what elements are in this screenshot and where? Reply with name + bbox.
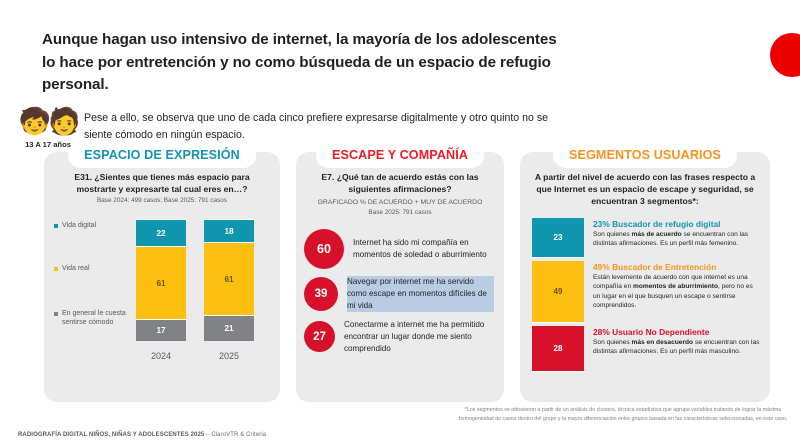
footer-bar: RADIOGRAFÍA DIGITAL NIÑOS, NIÑAS Y ADOLE… bbox=[0, 423, 800, 445]
segment-heading: 23% Buscador de refugio digital bbox=[593, 218, 721, 229]
panel2-title: ESCAPE Y COMPAÑÍA bbox=[331, 148, 469, 162]
statement-text: Conectarme a internet me ha permitido en… bbox=[344, 319, 485, 353]
panel2-title-pill: ESCAPE Y COMPAÑÍA bbox=[315, 143, 485, 168]
panel2-graficado: GRAFICADO % DE ACUERDO + MUY DE ACUERDO bbox=[317, 198, 483, 206]
legend-label: Vida real bbox=[62, 265, 90, 273]
teens-avatar-icon: 🧒🧑 bbox=[18, 106, 81, 136]
list-item: 39 Navegar por internet me ha servido co… bbox=[304, 275, 494, 312]
legend-swatch-icon bbox=[54, 224, 58, 229]
segment-body-post: , pero no es un lugar en el que busquen … bbox=[593, 283, 753, 310]
segment-value-block: 49 bbox=[532, 260, 584, 323]
legend-item-incomodo: En general le cuesta sentirse cómodo bbox=[54, 309, 132, 327]
bar-plot-area: 22 61 17 18 61 21 2024 2025 bbox=[132, 215, 274, 363]
panel3-intro: A partir del nivel de acuerdo con las fr… bbox=[534, 172, 756, 206]
statement-text-highlighted: Navegar por internet me ha servido como … bbox=[347, 275, 494, 312]
list-item: 49 49% Buscador de Entretención Están le… bbox=[532, 260, 760, 323]
legend-swatch-icon bbox=[54, 312, 58, 317]
legend-swatch-icon bbox=[54, 267, 58, 272]
segment-body-post: se encuentran con las distintas afirmaci… bbox=[593, 231, 749, 248]
statement-text: Internet ha sido mi compañía en momentos… bbox=[353, 237, 487, 259]
segment-heading: 49% Buscador de Entretención bbox=[593, 261, 717, 272]
footer-credit: – ClaroVTR & Criteria bbox=[204, 432, 267, 438]
decorative-red-circle bbox=[770, 33, 800, 77]
segment-body-bold: más en desacuerdo bbox=[631, 339, 694, 347]
panel1-base: Base 2024: 499 casos; Base 2025: 791 cas… bbox=[96, 196, 228, 204]
legend-label: Vida digital bbox=[62, 222, 97, 230]
statement-value-badge: 39 bbox=[304, 276, 338, 311]
panel3-title-pill: SEGMENTOS USUARIOS bbox=[552, 143, 738, 168]
subheadline-block: 🧒🧑 13 A 17 años Pese a ello, se observa … bbox=[12, 107, 562, 152]
panel1-question: E31. ¿Sientes que tienes más espacio par… bbox=[74, 172, 250, 194]
footer-text: RADIOGRAFÍA DIGITAL NIÑOS, NIÑAS Y ADOLE… bbox=[18, 432, 266, 438]
panel-segmentos-usuarios: SEGMENTOS USUARIOS A partir del nivel de… bbox=[520, 143, 770, 402]
segment-body-pre: Son quienes bbox=[593, 231, 632, 239]
bar-segment-real-2025: 61 bbox=[204, 242, 254, 316]
segment-body: Son quienes más de acuerdo se encuentran… bbox=[593, 230, 760, 249]
avatar: 🧒🧑 13 A 17 años bbox=[12, 107, 84, 152]
bar-segment-incomodo-2025: 21 bbox=[204, 315, 254, 342]
panel-escape-compania: ESCAPE Y COMPAÑÍA E7. ¿Qué tan de acuerd… bbox=[296, 143, 504, 402]
bar-segment-incomodo-2024: 17 bbox=[136, 319, 186, 342]
segment-copy: 28% Usuario No Dependiente Son quienes m… bbox=[593, 326, 760, 372]
panel-espacio-expresion: ESPACIO DE EXPRESIÓN E31. ¿Sientes que t… bbox=[44, 143, 280, 402]
legend-item-vida-real: Vida real bbox=[54, 264, 90, 273]
statement-value-badge: 60 bbox=[304, 228, 344, 269]
statement-list: 60 Internet ha sido mi compañía en momen… bbox=[296, 228, 504, 355]
segment-value-block: 23 bbox=[532, 217, 584, 258]
segment-copy: 23% Buscador de refugio digital Son quie… bbox=[593, 218, 760, 258]
bar-column-2025: 18 61 21 bbox=[204, 219, 254, 342]
segment-body-pre: Están levemente de acuerdo con que inter… bbox=[593, 274, 748, 291]
segment-heading: 28% Usuario No Dependiente bbox=[593, 326, 710, 337]
statement-value-badge: 27 bbox=[304, 321, 335, 353]
list-item: 60 Internet ha sido mi compañía en momen… bbox=[304, 228, 494, 269]
age-range-label: 13 A 17 años bbox=[25, 140, 71, 149]
bar-segment-digital-2025: 18 bbox=[204, 219, 254, 243]
panel1-title: ESPACIO DE EXPRESIÓN bbox=[84, 148, 240, 162]
list-item: 23 23% Buscador de refugio digital Son q… bbox=[532, 217, 760, 258]
panels-row: ESPACIO DE EXPRESIÓN E31. ¿Sientes que t… bbox=[44, 143, 770, 402]
segment-value-block: 28 bbox=[532, 325, 584, 372]
legend-item-vida-digital: Vida digital bbox=[54, 221, 96, 230]
segment-body-post: se encuentran con las distintas afirmaci… bbox=[593, 339, 760, 356]
segment-body: Están levemente de acuerdo con que inter… bbox=[593, 273, 760, 310]
footer-title: RADIOGRAFÍA DIGITAL NIÑOS, NIÑAS Y ADOLE… bbox=[18, 432, 205, 438]
segment-list: 23 23% Buscador de refugio digital Son q… bbox=[520, 217, 770, 372]
segment-body-bold: momentos de aburrimiento bbox=[632, 283, 718, 291]
legend-label: En general le cuesta sentirse cómodo bbox=[62, 310, 126, 327]
bar-column-2024: 22 61 17 bbox=[136, 219, 186, 342]
segment-copy: 49% Buscador de Entretención Están levem… bbox=[593, 261, 760, 323]
panel1-title-pill: ESPACIO DE EXPRESIÓN bbox=[68, 143, 256, 168]
segment-body-pre: Son quienes bbox=[593, 339, 632, 347]
list-item: 27 Conectarme a internet me ha permitido… bbox=[304, 319, 494, 355]
bar-segment-real-2024: 61 bbox=[136, 246, 186, 320]
bar-segment-digital-2024: 22 bbox=[136, 219, 186, 247]
segment-body: Son quienes más en desacuerdo se encuent… bbox=[593, 338, 760, 357]
stacked-bar-chart: Vida digital Vida real En general le cue… bbox=[44, 213, 280, 363]
x-axis-label-2024: 2024 bbox=[150, 351, 172, 362]
list-item: 28 28% Usuario No Dependiente Son quiene… bbox=[532, 325, 760, 372]
panel2-base: Base 2025: 791 casos bbox=[368, 208, 432, 216]
segment-body-bold: más de acuerdo bbox=[631, 231, 682, 239]
page-title: Aunque hagan uso intensivo de internet, … bbox=[42, 31, 557, 93]
x-axis-label-2025: 2025 bbox=[218, 351, 240, 362]
panel3-title: SEGMENTOS USUARIOS bbox=[568, 148, 722, 162]
subheadline-text: Pese a ello, se observa que uno de cada … bbox=[84, 112, 549, 142]
panel2-question: E7. ¿Qué tan de acuerdo estás con las si… bbox=[321, 172, 479, 194]
